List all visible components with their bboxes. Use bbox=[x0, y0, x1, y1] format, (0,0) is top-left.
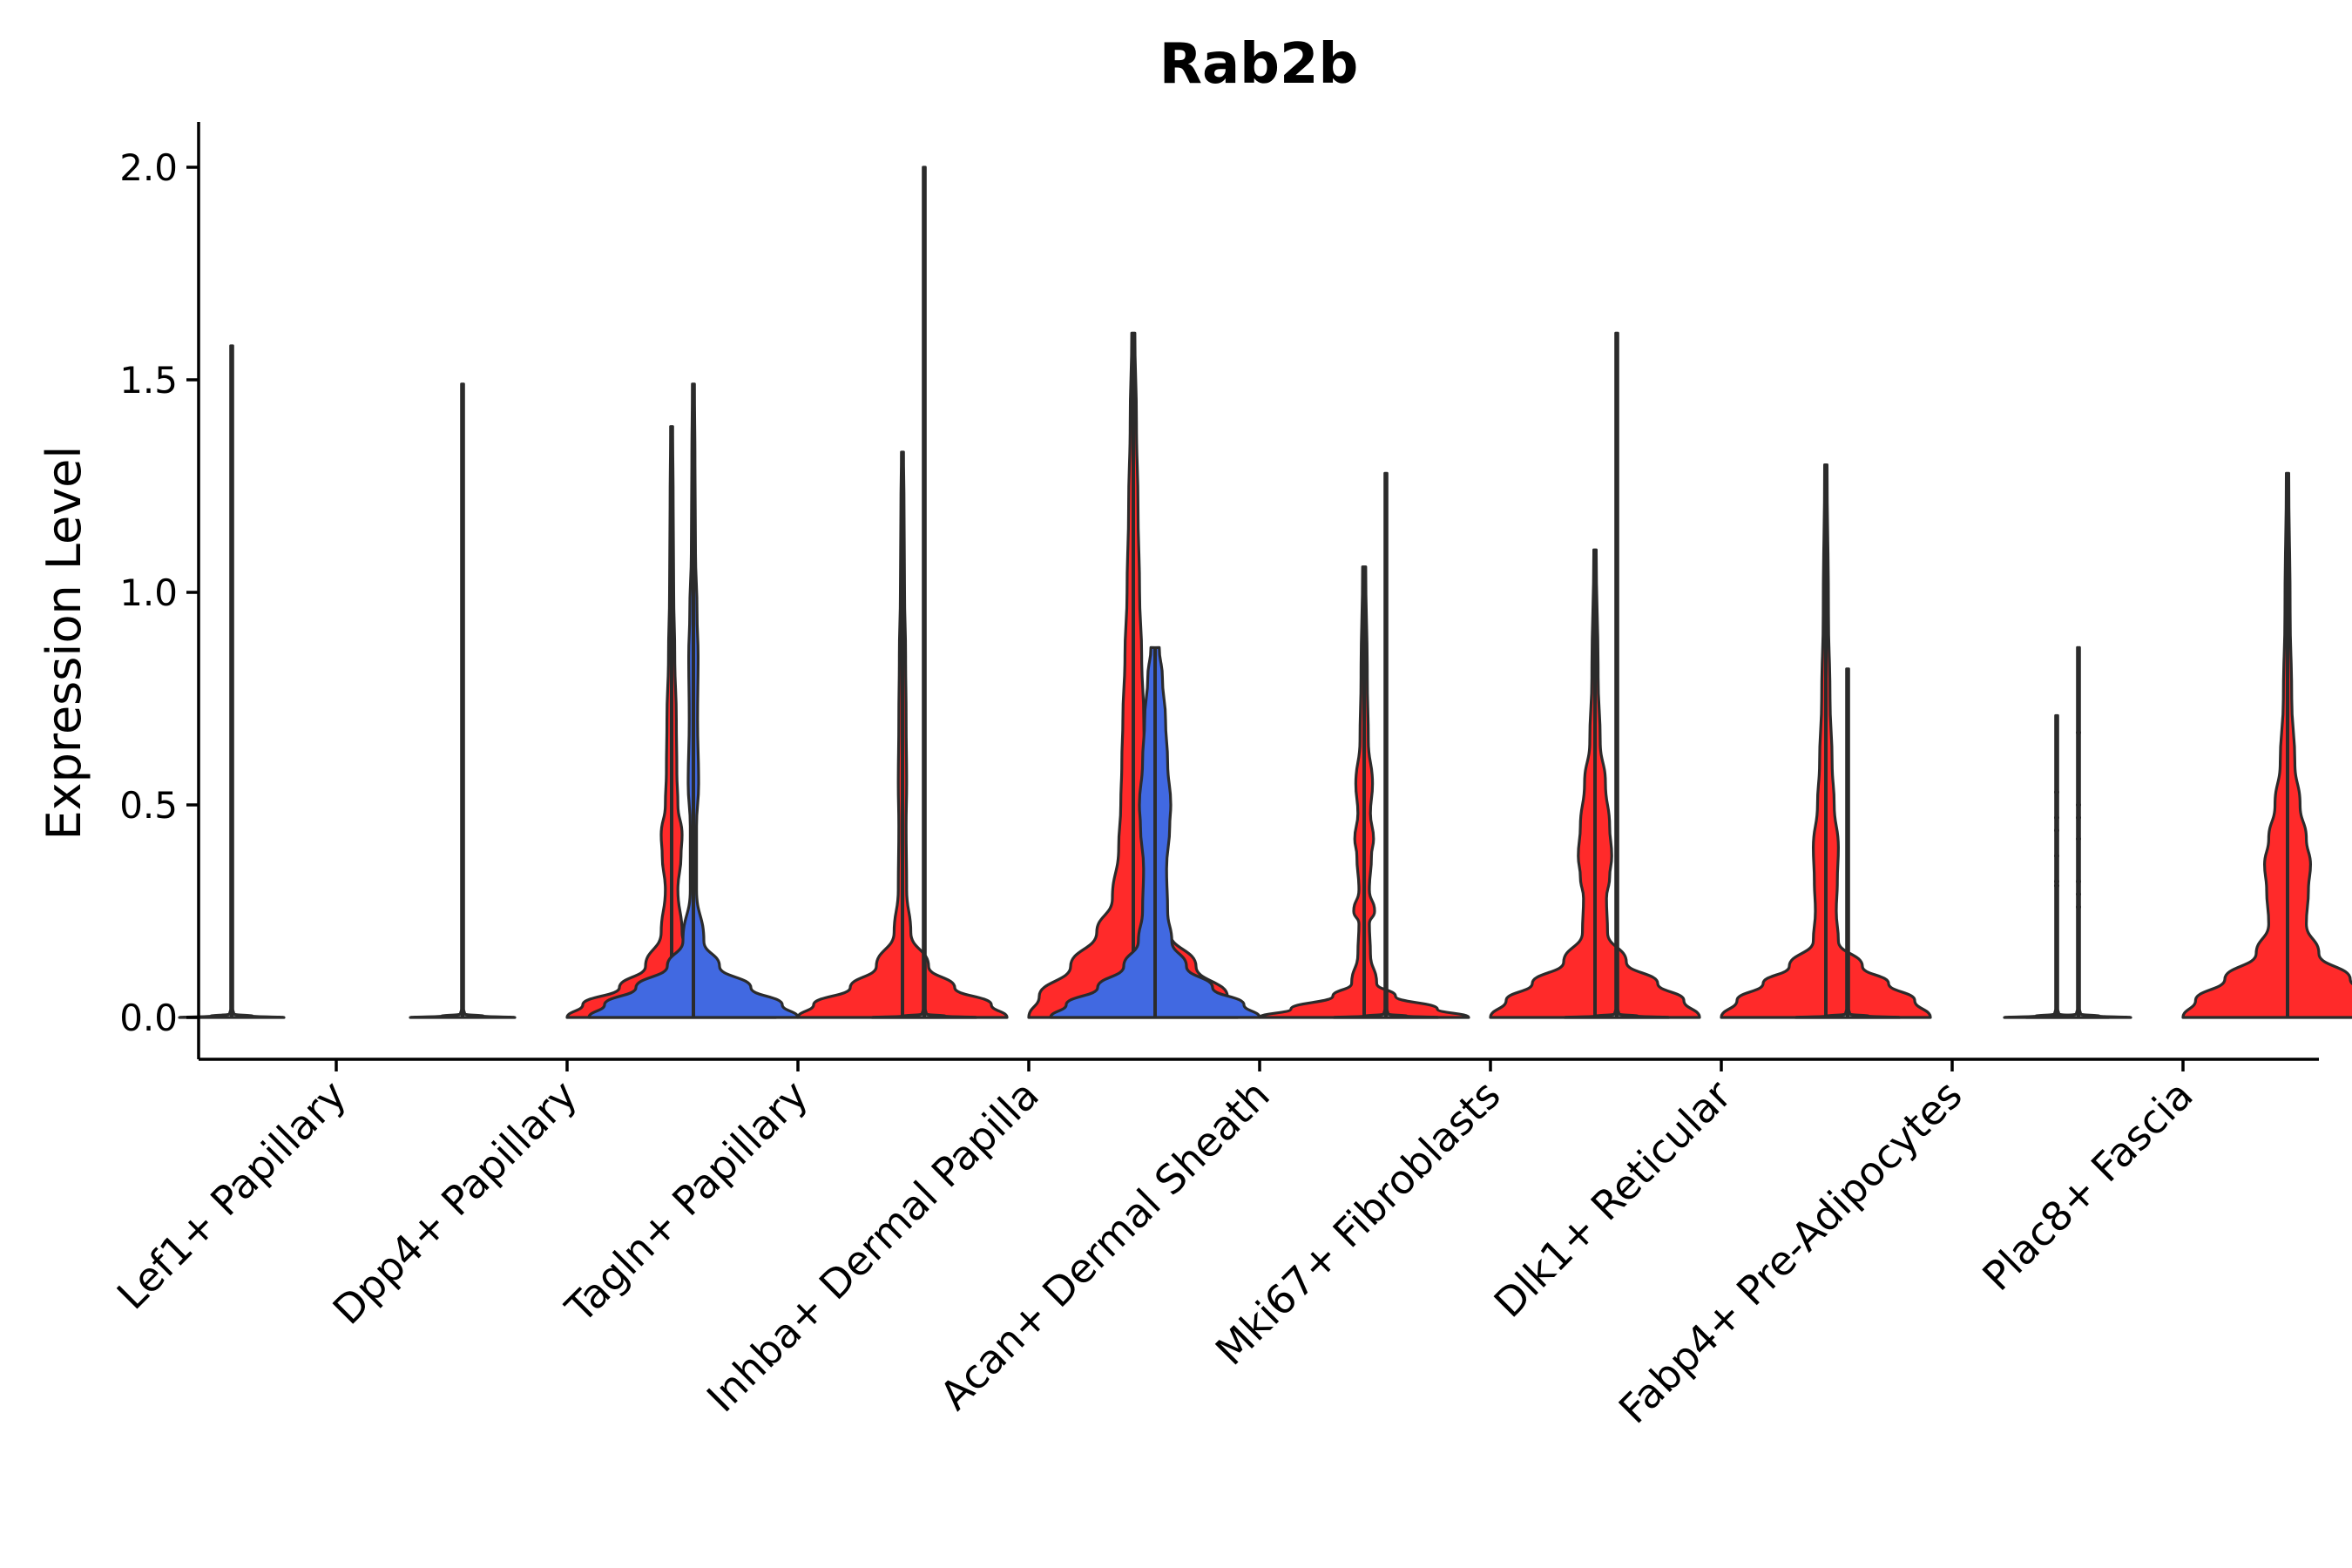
y-tick-label: 2.0 bbox=[119, 146, 178, 189]
outlier-point bbox=[2054, 853, 2059, 859]
outlier-point bbox=[2054, 789, 2059, 795]
outlier-point bbox=[2076, 904, 2081, 910]
outlier-point bbox=[2076, 878, 2081, 884]
outlier-point bbox=[2076, 730, 2081, 736]
y-tick-label: 1.0 bbox=[119, 571, 178, 614]
x-tick-label: Tagln+ Papillary bbox=[556, 1071, 817, 1333]
x-tick-label: Dpp4+ Papillary bbox=[324, 1071, 586, 1334]
violin-right bbox=[2181, 471, 2352, 1019]
x-tick-label: Plac8+ Fascia bbox=[1973, 1071, 2201, 1300]
outlier-point bbox=[2076, 814, 2081, 821]
outlier-point bbox=[2076, 836, 2081, 842]
chart-title: Rab2b bbox=[1159, 32, 1359, 97]
outlier-point bbox=[2076, 891, 2081, 897]
y-tick-label: 1.5 bbox=[119, 359, 178, 402]
y-tick-label: 0.5 bbox=[119, 784, 178, 827]
y-tick-label: 0.0 bbox=[119, 997, 178, 1039]
plot-area bbox=[178, 166, 2352, 1019]
y-axis-title: Expression Level bbox=[37, 446, 91, 841]
outlier-point bbox=[2054, 882, 2059, 889]
outlier-point bbox=[2054, 828, 2059, 834]
outlier-point bbox=[2054, 814, 2059, 821]
outlier-point bbox=[2054, 878, 2059, 884]
x-tick-label: Lef1+ Papillary bbox=[108, 1071, 355, 1319]
outlier-point bbox=[2076, 802, 2081, 808]
x-tick-label: Dlk1+ Reticular bbox=[1485, 1071, 1740, 1327]
y-axis: 0.0 0.5 1.0 1.5 2.0 bbox=[119, 122, 200, 1059]
